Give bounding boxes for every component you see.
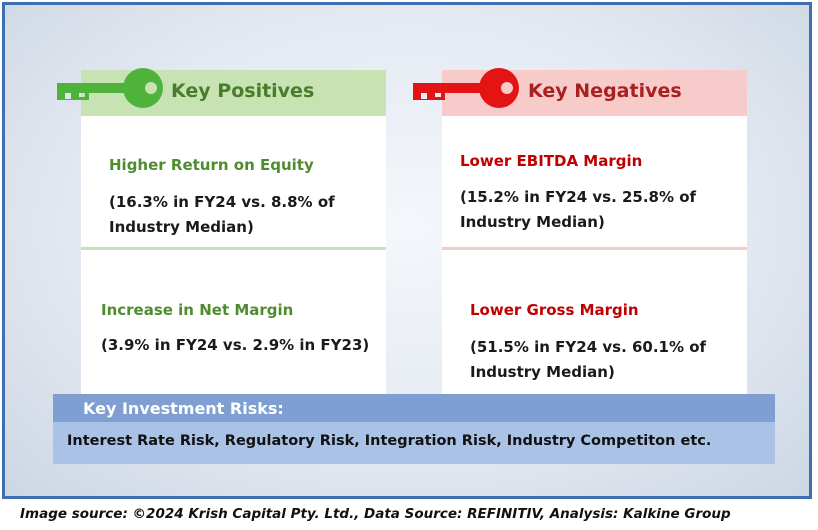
positive-item-2-line1: (3.9% in FY24 vs. 2.9% in FY23) [101,336,370,354]
negative-item-2-line1: (51.5% in FY24 vs. 60.1% of [470,338,707,356]
investment-risks-box: Key Investment Risks: Interest Rate Risk… [53,394,775,464]
key-negatives-title: Key Negatives [528,80,682,102]
investment-risks-text: Interest Rate Risk, Regulatory Risk, Int… [67,433,712,449]
red-key-icon [413,68,519,108]
investment-risks-header: Key Investment Risks: [53,394,775,422]
green-key-icon [57,68,163,108]
positive-item-1-line1: (16.3% in FY24 vs. 8.8% of [109,193,335,211]
investment-risks-title: Key Investment Risks: [83,399,284,418]
negative-item-1-line2: Industry Median) [460,213,605,231]
positives-panel [81,105,386,395]
negatives-separator [442,247,747,250]
negative-item-2-title: Lower Gross Margin [470,301,639,319]
key-positives-title: Key Positives [171,80,315,102]
negative-item-1-title: Lower EBITDA Margin [460,152,643,170]
positives-separator [81,247,386,250]
positive-item-2-title: Increase in Net Margin [101,301,294,319]
negative-item-1-line1: (15.2% in FY24 vs. 25.8% of [460,188,697,206]
image-source-footer: Image source: ©2024 Krish Capital Pty. L… [20,506,731,522]
infographic-frame: Key Positives Higher Return on Equity (1… [2,2,812,499]
negatives-panel [442,105,747,395]
positive-item-1-line2: Industry Median) [109,218,254,236]
negative-item-2-line2: Industry Median) [470,363,615,381]
positive-item-1-title: Higher Return on Equity [109,156,314,174]
